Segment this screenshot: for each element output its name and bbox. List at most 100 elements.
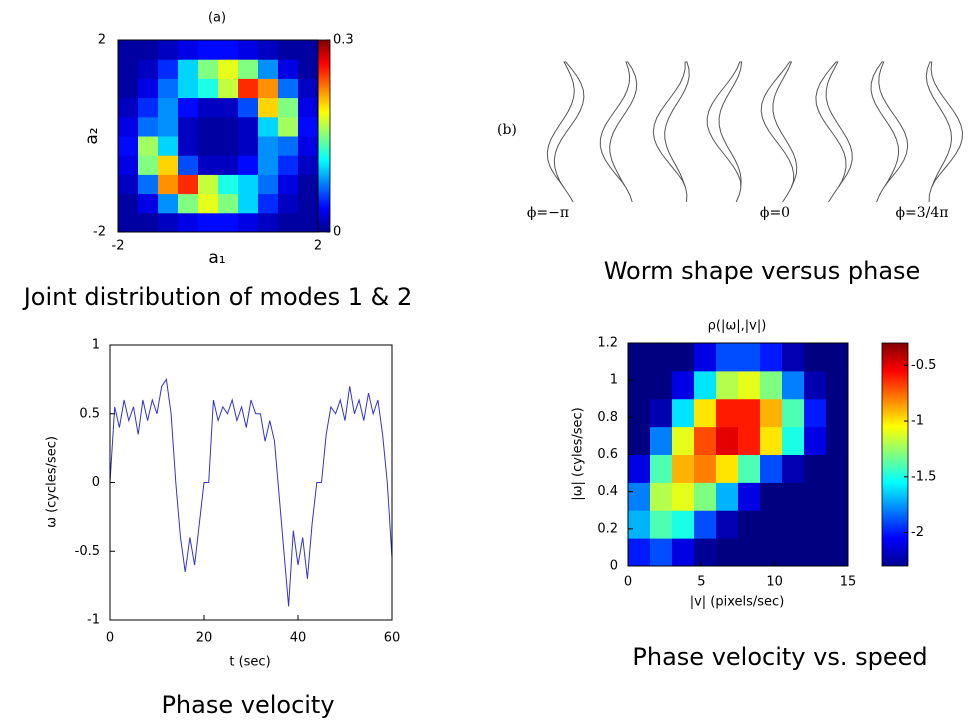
heatmap-cell	[218, 193, 239, 214]
heatmap-cell	[298, 116, 319, 137]
heatmap-cell	[298, 212, 319, 233]
heatmap-cell	[278, 136, 299, 156]
heatmap-cell	[238, 136, 259, 156]
heatmap-cell	[258, 40, 279, 60]
heatmap-cell	[278, 174, 299, 195]
heatmap-cell	[138, 136, 159, 156]
colorbar-tick-label: 0	[333, 225, 341, 240]
y-axis-label: a₂	[82, 127, 102, 144]
y-tick-label: 2	[98, 33, 106, 48]
heatmap-cell	[628, 538, 651, 567]
heatmap-cell	[138, 40, 159, 60]
heatmap-cell	[760, 510, 783, 539]
heatmap-cell	[118, 174, 139, 195]
heatmap-cell	[278, 97, 299, 118]
heatmap-cell	[804, 510, 827, 539]
heatmap-cell	[118, 193, 139, 214]
x-tick-label: 0	[106, 631, 114, 646]
heatmap-cell	[628, 510, 651, 539]
y-tick-label: 1	[92, 338, 100, 353]
heatmap-cell	[158, 116, 179, 137]
y-tick-label: 0.5	[79, 406, 100, 421]
worm	[546, 61, 585, 203]
heatmap-cell	[178, 136, 199, 156]
colorbar	[317, 39, 331, 233]
colorbar-tick-label: -2	[911, 525, 924, 540]
heatmap-cell	[672, 482, 695, 511]
y-tick-label: 0.8	[597, 410, 618, 425]
caption: Joint distribution of modes 1 & 2	[22, 283, 413, 311]
y-tick-label: 0.2	[597, 521, 618, 536]
y-tick-label: 1.2	[597, 336, 618, 351]
heatmap-cell	[238, 97, 259, 118]
heatmap-cell	[138, 59, 159, 79]
heatmap-cell	[198, 212, 219, 233]
heatmap-cell	[694, 538, 717, 567]
heatmap-cell	[118, 116, 139, 137]
x-axis-label: t (sec)	[229, 655, 270, 670]
heatmap-cell	[760, 454, 783, 483]
heatmap-cell	[782, 426, 805, 455]
heatmap-cell	[782, 454, 805, 483]
heatmap-cell	[694, 482, 717, 511]
heatmap-cell	[238, 174, 259, 195]
worm	[815, 61, 853, 203]
heatmap-cell	[826, 370, 849, 400]
heatmap-cell	[760, 426, 783, 455]
heatmap-cell	[782, 370, 805, 400]
heatmap-cell	[278, 59, 299, 79]
heatmap-cell	[258, 78, 279, 99]
heatmap-cell	[760, 482, 783, 511]
heatmap-cell	[198, 78, 219, 99]
y-tick-label: -1	[87, 613, 100, 628]
heatmap-cell	[298, 40, 319, 60]
heatmap-cell	[672, 398, 695, 428]
heatmap-cell	[672, 343, 695, 372]
heatmap-cell	[178, 78, 199, 99]
worm	[925, 61, 963, 203]
worm	[760, 61, 798, 203]
heatmap-cell	[258, 136, 279, 156]
phase-label: ϕ=3/4π	[895, 205, 948, 221]
heatmap-cell	[672, 426, 695, 455]
worm-shapes	[546, 61, 963, 203]
heatmap-cell	[258, 97, 279, 118]
heatmap-cell	[760, 538, 783, 567]
y-tick-label: 0.4	[597, 484, 618, 499]
heatmap-cell	[238, 193, 259, 214]
heatmap-cell	[650, 482, 673, 511]
phase-label: ϕ=0	[760, 205, 790, 221]
heatmap-cell	[178, 59, 199, 79]
heatmap-cell	[694, 343, 717, 372]
heatmap-cell	[826, 538, 849, 567]
heatmap-cell	[158, 155, 179, 175]
heatmap-cell	[650, 426, 673, 455]
heatmap-cell	[804, 426, 827, 455]
heatmap-cell	[650, 370, 673, 400]
heatmap-cell	[258, 193, 279, 214]
heatmap-cell	[672, 454, 695, 483]
heatmap-cell	[138, 97, 159, 118]
heatmap-cell	[278, 40, 299, 60]
heatmap-cell	[278, 193, 299, 214]
heatmap-cell	[738, 482, 761, 511]
heatmap-cell	[804, 370, 827, 400]
heatmap-cell	[278, 116, 299, 137]
heatmap-cell	[238, 155, 259, 175]
heatmap-cell	[258, 155, 279, 175]
heatmap-cell	[178, 174, 199, 195]
colorbar-tick-label: -0.5	[911, 358, 936, 373]
heatmap-cell	[738, 510, 761, 539]
heatmap-cell	[804, 538, 827, 567]
heatmap-cell	[118, 136, 139, 156]
heatmap-cell	[298, 174, 319, 195]
colorbar-tick-label: 0.3	[333, 33, 354, 48]
heatmap-cell	[198, 116, 219, 137]
heatmap-cell	[198, 97, 219, 118]
heatmap-cell	[826, 426, 849, 455]
heatmap-cell	[628, 454, 651, 483]
x-tick-label: 40	[290, 631, 307, 646]
heatmap-cell	[738, 426, 761, 455]
heatmap-cell	[198, 59, 219, 79]
